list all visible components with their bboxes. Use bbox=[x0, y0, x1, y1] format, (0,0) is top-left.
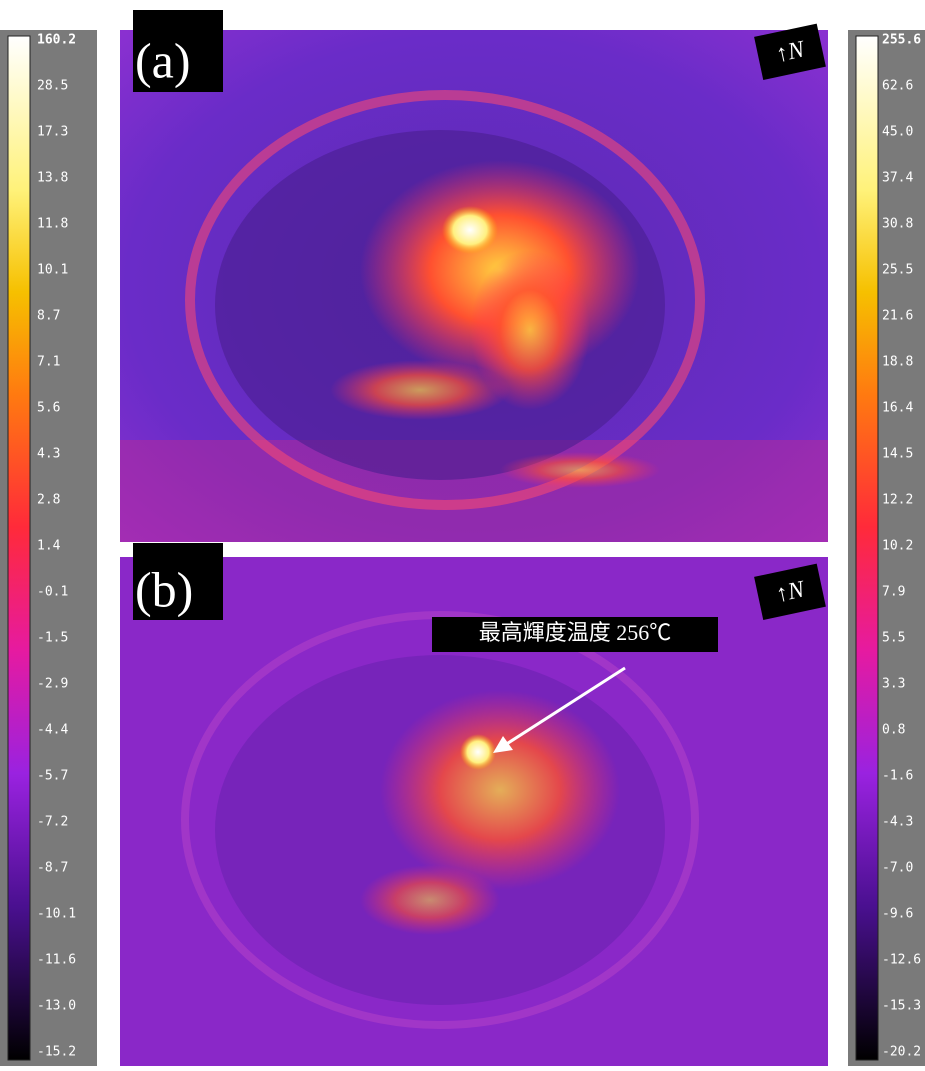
scale-label: -15.2 bbox=[37, 1045, 76, 1060]
scale-label: 17.3 bbox=[37, 125, 68, 140]
scale-label: -10.1 bbox=[37, 907, 76, 922]
scale-label: -5.7 bbox=[37, 769, 68, 784]
scale-label: -1.5 bbox=[37, 631, 68, 646]
panel-label: (b) bbox=[135, 561, 193, 617]
scale-label: -4.3 bbox=[882, 815, 913, 830]
panel-label: (a) bbox=[135, 32, 191, 88]
color-bar bbox=[7, 35, 31, 1061]
scale-label: -7.0 bbox=[882, 861, 913, 876]
scale-label: 28.5 bbox=[37, 79, 68, 94]
scale-label: -11.6 bbox=[37, 953, 76, 968]
scale-label: 37.4 bbox=[882, 171, 913, 186]
scale-label: 2.8 bbox=[37, 493, 60, 508]
scale-label: 8.7 bbox=[37, 309, 60, 324]
scale-label: -13.0 bbox=[37, 999, 76, 1014]
north-box bbox=[754, 23, 826, 80]
scale-label: -7.2 bbox=[37, 815, 68, 830]
annotation-box bbox=[432, 617, 718, 652]
scale-label: 5.5 bbox=[882, 631, 905, 646]
scale-label: -15.3 bbox=[882, 999, 921, 1014]
scale-label: -8.7 bbox=[37, 861, 68, 876]
scale-label: 7.9 bbox=[882, 585, 905, 600]
color-bar bbox=[855, 35, 879, 1061]
scale-label: 3.3 bbox=[882, 677, 905, 692]
arrow bbox=[504, 666, 626, 747]
scale-label: 14.5 bbox=[882, 447, 913, 462]
scale-label: 12.2 bbox=[882, 493, 913, 508]
scale-label: 5.6 bbox=[37, 401, 60, 416]
scale-label: 45.0 bbox=[882, 125, 913, 140]
scale-label: 7.1 bbox=[37, 355, 60, 370]
scale-label: 1.4 bbox=[37, 539, 61, 554]
north-box bbox=[754, 563, 826, 620]
scale-label: 21.6 bbox=[882, 309, 913, 324]
annotation: 最高輝度温度 256℃ bbox=[479, 620, 672, 645]
scale-label: 18.8 bbox=[882, 355, 913, 370]
scale-label: 30.8 bbox=[882, 217, 913, 232]
thermal-image bbox=[120, 30, 828, 542]
scale-label: 255.6 bbox=[882, 33, 921, 48]
scale-label: 13.8 bbox=[37, 171, 68, 186]
scale-label: 11.8 bbox=[37, 217, 68, 232]
arrow-head bbox=[493, 736, 513, 753]
label-box bbox=[133, 10, 223, 92]
scale-label: -1.6 bbox=[882, 769, 913, 784]
scale-label: -12.6 bbox=[882, 953, 921, 968]
label-box bbox=[133, 543, 223, 620]
scale-label: -20.2 bbox=[882, 1045, 921, 1060]
scale-label: -2.9 bbox=[37, 677, 68, 692]
scale-label: 62.6 bbox=[882, 79, 913, 94]
scale-label: 25.5 bbox=[882, 263, 913, 278]
scale-label: -0.1 bbox=[37, 585, 68, 600]
scale-label: 0.8 bbox=[882, 723, 905, 738]
scale-label: 160.2 bbox=[37, 33, 76, 48]
scale-label: 10.1 bbox=[37, 263, 68, 278]
scale-label: 16.4 bbox=[882, 401, 913, 416]
scale-label: -9.6 bbox=[882, 907, 913, 922]
scale-label: -4.4 bbox=[37, 723, 68, 738]
scale-label: 4.3 bbox=[37, 447, 60, 462]
scale-label: 10.2 bbox=[882, 539, 913, 554]
